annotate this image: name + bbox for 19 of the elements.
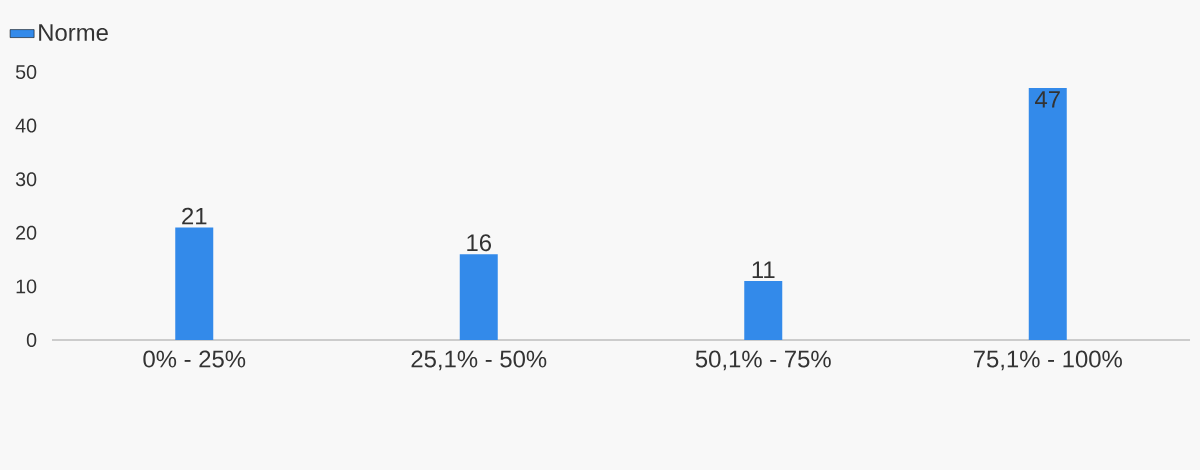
bar — [175, 227, 214, 340]
legend-label: Norme — [39, 24, 108, 41]
x-tick-label: 75,1% - 100% — [973, 350, 1122, 371]
data-label: 16 — [467, 234, 491, 252]
bar — [744, 281, 783, 340]
y-tick-label: 20 — [16, 225, 37, 240]
data-label: 47 — [1035, 91, 1060, 108]
x-tick-label: 25,1% - 50% — [411, 350, 547, 371]
bar — [1028, 88, 1067, 340]
y-tick-label: 50 — [15, 65, 37, 79]
x-tick-label: 50,1% - 75% — [695, 350, 831, 371]
x-tick-label: 0% - 25% — [143, 350, 246, 368]
data-label: 11 — [752, 261, 775, 278]
data-label: 21 — [182, 207, 207, 225]
bar — [459, 254, 498, 340]
y-tick-label: 30 — [15, 172, 37, 187]
y-tick-label: 0 — [26, 333, 37, 347]
y-tick-label: 40 — [15, 118, 37, 133]
y-tick-label: 10 — [16, 279, 37, 294]
